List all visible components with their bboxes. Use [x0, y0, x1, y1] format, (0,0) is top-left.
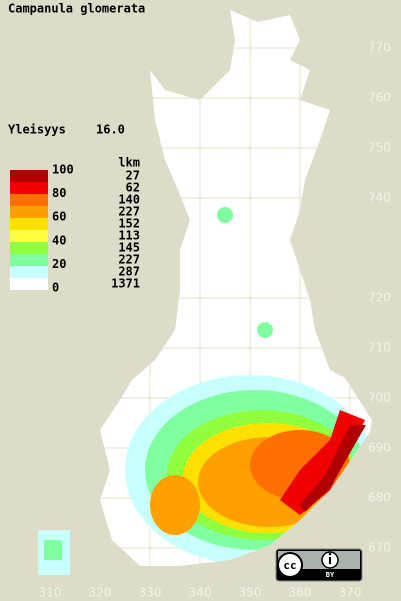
- legend-scale-label: 20: [52, 257, 66, 271]
- legend-swatch: [10, 194, 48, 206]
- legend-scale-label: 40: [52, 233, 66, 247]
- legend-swatch: [10, 170, 48, 182]
- north-label: 710: [368, 341, 391, 355]
- legend-swatch: [10, 242, 48, 254]
- east-label: 350: [239, 586, 262, 600]
- title: Campanula glomerata: [8, 2, 145, 16]
- legend-count: 140: [118, 193, 140, 207]
- index-label: Yleisyys: [8, 123, 66, 137]
- legend-swatch: [10, 278, 48, 290]
- legend-count: 27: [126, 169, 140, 183]
- legend-scale-label: 0: [52, 281, 59, 295]
- north-label: 750: [368, 141, 391, 155]
- legend: 2762140227152113145227287137110080604020…: [10, 163, 140, 295]
- east-label: 360: [289, 586, 312, 600]
- legend-scale-label: 60: [52, 210, 66, 224]
- north-label: 690: [368, 441, 391, 455]
- legend-swatch: [10, 254, 48, 266]
- legend-count: 1371: [111, 277, 140, 291]
- east-label: 370: [339, 586, 362, 600]
- north-label: 770: [368, 41, 391, 55]
- legend-swatch: [10, 206, 48, 218]
- index-value: 16.0: [96, 123, 125, 137]
- north-label: 740: [368, 191, 391, 205]
- legend-swatch: [10, 230, 48, 242]
- legend-swatch: [10, 182, 48, 194]
- legend-count: 113: [118, 229, 140, 243]
- east-label: 310: [39, 586, 62, 600]
- by-label: BY: [326, 571, 335, 579]
- license-badge: cc BY: [275, 548, 363, 582]
- legend-count: 62: [126, 181, 140, 195]
- north-label: 720: [368, 291, 391, 305]
- legend-count: 227: [118, 205, 140, 219]
- legend-count: 152: [118, 217, 140, 231]
- legend-swatch: [10, 218, 48, 230]
- north-label: 670: [368, 541, 391, 555]
- legend-count: 287: [118, 265, 140, 279]
- legend-scale-label: 100: [52, 163, 74, 177]
- east-label: 340: [189, 586, 212, 600]
- legend-count: 145: [118, 241, 140, 255]
- count-header: lkm: [118, 156, 140, 170]
- north-label: 680: [368, 491, 391, 505]
- legend-swatch: [10, 266, 48, 278]
- north-label: 760: [368, 91, 391, 105]
- cc-label: cc: [283, 559, 296, 572]
- east-label: 330: [139, 586, 162, 600]
- legend-count: 227: [118, 253, 140, 267]
- north-label: 700: [368, 391, 391, 405]
- legend-scale-label: 80: [52, 186, 66, 200]
- east-label: 320: [89, 586, 112, 600]
- aland: [38, 530, 70, 575]
